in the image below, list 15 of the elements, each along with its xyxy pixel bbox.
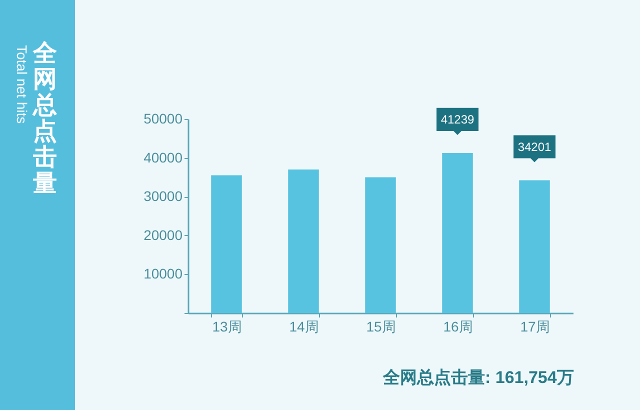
y-tick-label: 20000 <box>144 226 183 243</box>
data-label: 34201 <box>518 140 552 154</box>
data-label: 41239 <box>440 112 475 126</box>
y-tick-label: 10000 <box>144 266 183 282</box>
y-tick-label: 50000 <box>144 110 183 126</box>
y-tick-label: 30000 <box>144 188 183 204</box>
x-tick-label: 15周 <box>366 318 396 334</box>
text: Total net hits <box>14 45 30 124</box>
x-tick-label: 14周 <box>289 318 319 334</box>
y-tick-label: 40000 <box>144 149 183 166</box>
text: 全网总点击量: 161,754万 <box>382 368 574 387</box>
x-tick-label: 13周 <box>212 318 242 334</box>
x-tick-label: 17周 <box>520 318 550 334</box>
x-tick-label: 16周 <box>443 318 473 334</box>
chart-title: 全网总点击量 <box>32 40 58 197</box>
